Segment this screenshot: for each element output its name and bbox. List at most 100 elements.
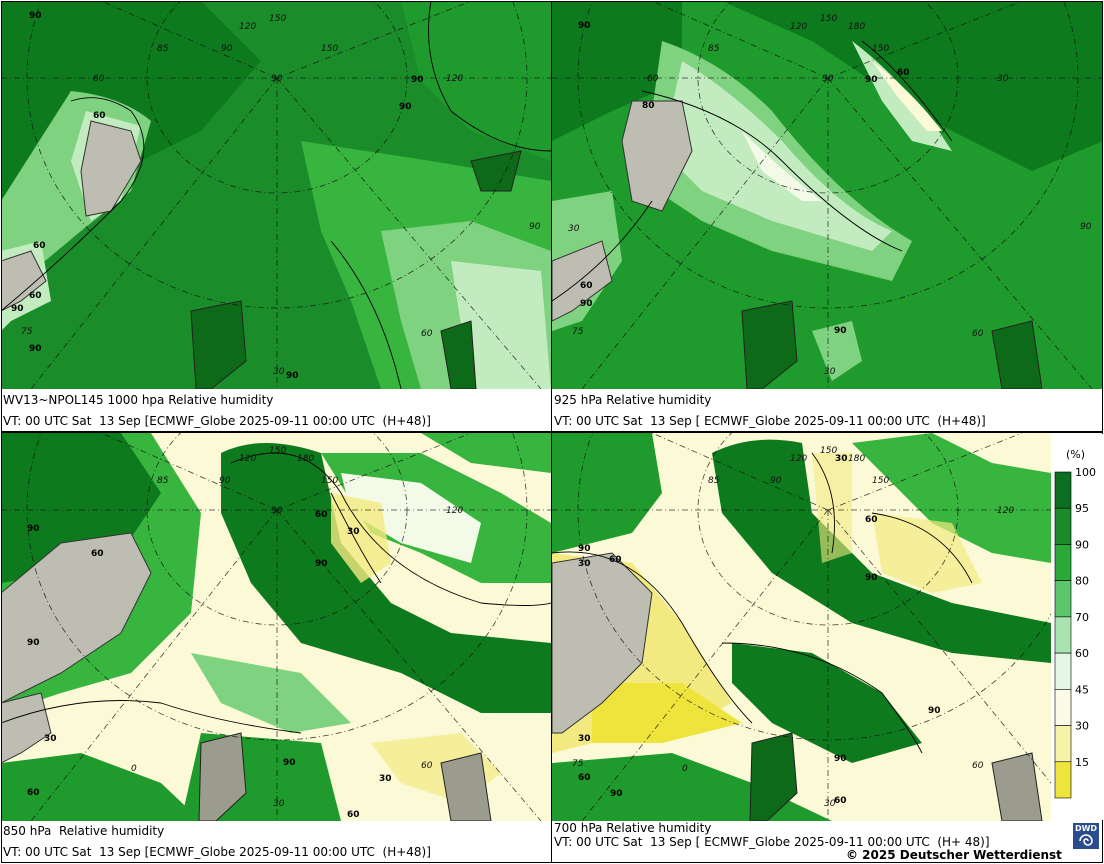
grid-label: 90: [219, 476, 231, 486]
map-panel-700hpa: 90 30 60 30 60 90 30 60 90 90 60 90 150 …: [552, 433, 1051, 821]
grid-label: 30: [273, 367, 285, 377]
contour-label: 90: [834, 754, 847, 764]
grid-label: 85: [708, 476, 720, 486]
panel-caption-title: 925 hPa Relative humidity: [554, 393, 712, 407]
copyright-credit: © 2025 Deutscher Wetterdienst: [846, 848, 1062, 862]
contour-label: 90: [27, 524, 40, 534]
contour-label: 60: [315, 510, 328, 520]
grid-label: 90: [271, 74, 283, 84]
dwd-logo-text: DWD: [1074, 824, 1098, 833]
grid-label: 180: [848, 22, 865, 32]
grid-label: 90: [1080, 222, 1092, 232]
contour-label: 30: [347, 527, 360, 537]
contour-label: 60: [93, 111, 106, 121]
contour-label: 60: [27, 788, 40, 798]
contour-label: 90: [286, 371, 299, 381]
legend-level-label: 70: [1075, 611, 1089, 624]
panel-caption-valid-time: VT: 00 UTC Sat 13 Sep [ECMWF_Globe 2025-…: [3, 845, 431, 859]
legend-swatch: [1054, 761, 1072, 799]
grid-label: 0: [131, 764, 137, 774]
contour-label: 90: [928, 706, 941, 716]
grid-label: 85: [157, 476, 169, 486]
legend-level-label: 100: [1075, 466, 1096, 479]
grid-label: 85: [708, 44, 720, 54]
panel-caption-valid-time: VT: 00 UTC Sat 13 Sep [ECMWF_Globe 2025-…: [3, 414, 431, 428]
grid-label: 60: [421, 329, 433, 339]
contour-label: 60: [897, 68, 910, 78]
contour-label: 90: [865, 75, 878, 85]
grid-label: 150: [269, 14, 286, 24]
grid-label: 120: [997, 506, 1014, 516]
contour-label: 90: [27, 638, 40, 648]
humidity-legend: (%) 100 95 90 80 70 60 45 30 15: [1051, 434, 1103, 820]
grid-label: 60: [647, 74, 659, 84]
grid-label: 120: [239, 22, 256, 32]
legend-level-label: 90: [1075, 538, 1089, 551]
contour-label: 60: [91, 549, 104, 559]
contour-label: 90: [29, 11, 42, 21]
contour-label: 60: [29, 291, 42, 301]
legend-level-label: 15: [1075, 756, 1089, 769]
grid-label: 150: [872, 44, 889, 54]
grid-label: 120: [790, 454, 807, 464]
grid-label: 30: [824, 799, 836, 809]
grid-label: 60: [421, 761, 433, 771]
grid-label: 90: [271, 506, 283, 516]
grid-label: 30: [824, 367, 836, 377]
legend-swatch: [1054, 725, 1072, 763]
legend-color-bar: 100 95 90 80 70 60 45 30 15: [1054, 466, 1096, 799]
grid-label: 150: [321, 44, 338, 54]
contour-label: 60: [578, 773, 591, 783]
grid-label: 120: [239, 454, 256, 464]
grid-label: 90: [822, 74, 834, 84]
contour-label: 90: [283, 758, 296, 768]
contour-label: 90: [29, 344, 42, 354]
legend-level-label: 45: [1075, 683, 1089, 696]
contour-label: 90: [578, 21, 591, 31]
legend-level-label: 80: [1075, 575, 1089, 588]
grid-label: 150: [321, 476, 338, 486]
contour-label: 60: [834, 796, 847, 806]
contour-label: 60: [865, 515, 878, 525]
grid-label: 30: [997, 74, 1009, 84]
contour-label: 60: [580, 281, 593, 291]
legend-swatch: [1054, 471, 1072, 509]
panel-caption-valid-time: VT: 00 UTC Sat 13 Sep [ ECMWF_Globe 2025…: [554, 414, 986, 428]
contour-label: 30: [44, 734, 57, 744]
grid-label: 60: [93, 74, 105, 84]
grid-label: 150: [872, 476, 889, 486]
map-panel-925hpa: 90 80 60 90 60 90 90 150 180 120 150 85 …: [552, 1, 1103, 389]
contour-label: 60: [609, 555, 622, 565]
dwd-logo: DWD: [1073, 823, 1099, 849]
grid-label: 30: [568, 224, 580, 234]
map-850hpa: 90 60 90 60 30 90 30 60 30 90 60 150 120…: [1, 433, 551, 821]
legend-unit: (%): [1066, 448, 1086, 461]
contour-label: 30: [379, 774, 392, 784]
panel-caption-title: WV13~NPOL145 1000 hpa Relative humidity: [3, 393, 274, 407]
grid-label: 120: [446, 506, 463, 516]
contour-label: 90: [411, 75, 424, 85]
contour-label: 30: [578, 734, 591, 744]
contour-label: 30: [578, 559, 591, 569]
grid-label: 75: [572, 759, 584, 769]
grid-label: 85: [157, 44, 169, 54]
legend-swatch: [1054, 616, 1072, 654]
grid-label: 150: [820, 446, 837, 456]
grid-label: 60: [972, 761, 984, 771]
grid-label: 60: [972, 329, 984, 339]
legend-swatch: [1054, 580, 1072, 618]
contour-label: 30: [835, 454, 848, 464]
panel-caption-valid-time: VT: 00 UTC Sat 13 Sep [ ECMWF_Globe 2025…: [554, 835, 990, 849]
panel-caption-title: 700 hPa Relative humidity: [554, 821, 712, 835]
grid-label: 180: [848, 454, 865, 464]
contour-label: 90: [578, 544, 591, 554]
contour-label: 90: [580, 299, 593, 309]
map-1000hpa: 90 60 90 90 60 90 90 60 90 150 120 150 9…: [1, 1, 551, 389]
legend-level-label: 95: [1075, 502, 1089, 515]
contour-label: 60: [33, 241, 46, 251]
grid-label: 150: [820, 14, 837, 24]
contour-label: 90: [11, 304, 24, 314]
legend-swatch: [1054, 544, 1072, 581]
legend-swatch: [1054, 689, 1072, 726]
grid-label: 90: [529, 222, 541, 232]
